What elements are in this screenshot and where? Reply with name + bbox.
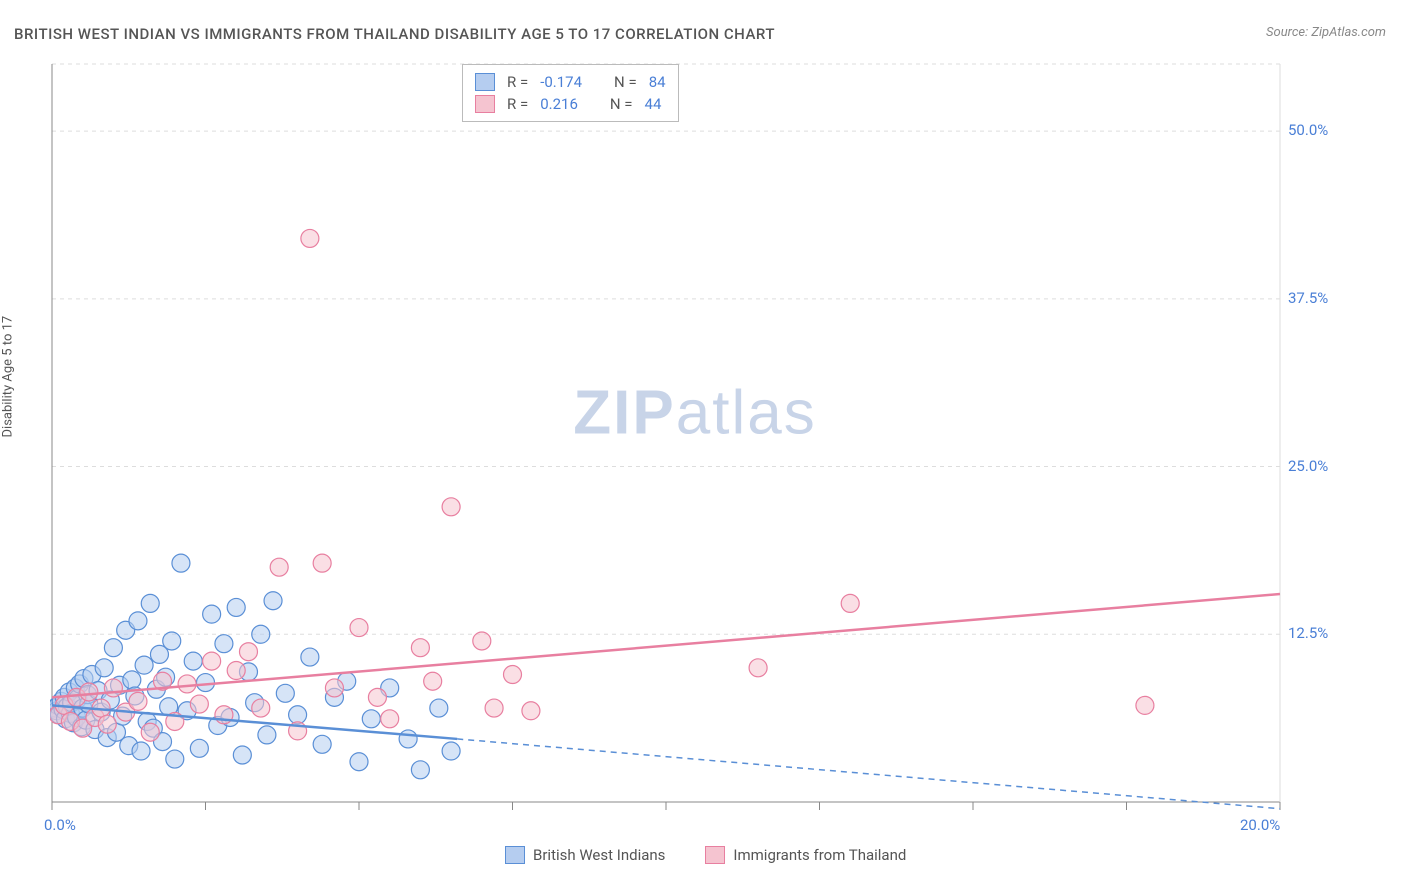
n-value-0: 84 bbox=[649, 73, 666, 91]
legend: British West Indians Immigrants from Tha… bbox=[505, 846, 906, 864]
swatch-series-0 bbox=[475, 73, 495, 91]
r-label: R = bbox=[507, 95, 528, 113]
x-tick-label: 0.0% bbox=[44, 816, 76, 834]
y-axis-label: Disability Age 5 to 17 bbox=[1, 316, 16, 438]
legend-item-1: Immigrants from Thailand bbox=[705, 846, 906, 864]
legend-label-0: British West Indians bbox=[533, 846, 665, 864]
y-tick-label: 37.5% bbox=[1288, 289, 1328, 307]
n-label: N = bbox=[610, 95, 633, 113]
legend-swatch-1 bbox=[705, 846, 725, 864]
x-tick-label: 20.0% bbox=[1240, 816, 1280, 834]
y-tick-label: 25.0% bbox=[1288, 457, 1328, 475]
chart-container: BRITISH WEST INDIAN VS IMMIGRANTS FROM T… bbox=[0, 0, 1406, 892]
stats-row-series-1: R = 0.216 N = 44 bbox=[475, 93, 666, 115]
y-tick-label: 50.0% bbox=[1288, 121, 1328, 139]
correlation-stats-box: R = -0.174 N = 84 R = 0.216 N = 44 bbox=[462, 64, 679, 122]
r-label: R = bbox=[507, 73, 528, 91]
n-value-1: 44 bbox=[645, 95, 662, 113]
r-value-0: -0.174 bbox=[540, 73, 582, 91]
legend-label-1: Immigrants from Thailand bbox=[733, 846, 906, 864]
plot-area: ZIPatlas R = -0.174 N = 84 R = 0.216 N =… bbox=[50, 62, 1340, 842]
source-attribution: Source: ZipAtlas.com bbox=[1266, 25, 1386, 40]
legend-item-0: British West Indians bbox=[505, 846, 665, 864]
swatch-series-1 bbox=[475, 95, 495, 113]
r-value-1: 0.216 bbox=[540, 95, 578, 113]
stats-row-series-0: R = -0.174 N = 84 bbox=[475, 71, 666, 93]
y-tick-label: 12.5% bbox=[1288, 624, 1328, 642]
scatter-chart-svg bbox=[50, 62, 1340, 842]
n-label: N = bbox=[614, 73, 637, 91]
legend-swatch-0 bbox=[505, 846, 525, 864]
chart-title: BRITISH WEST INDIAN VS IMMIGRANTS FROM T… bbox=[14, 25, 775, 43]
